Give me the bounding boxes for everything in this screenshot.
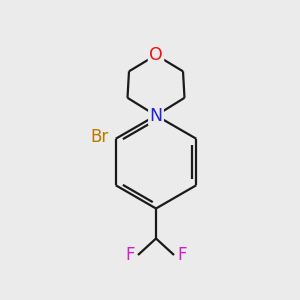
Text: N: N [149,106,163,124]
Text: F: F [177,246,187,264]
Text: O: O [149,46,163,64]
Text: Br: Br [90,128,108,146]
Text: F: F [125,246,135,264]
